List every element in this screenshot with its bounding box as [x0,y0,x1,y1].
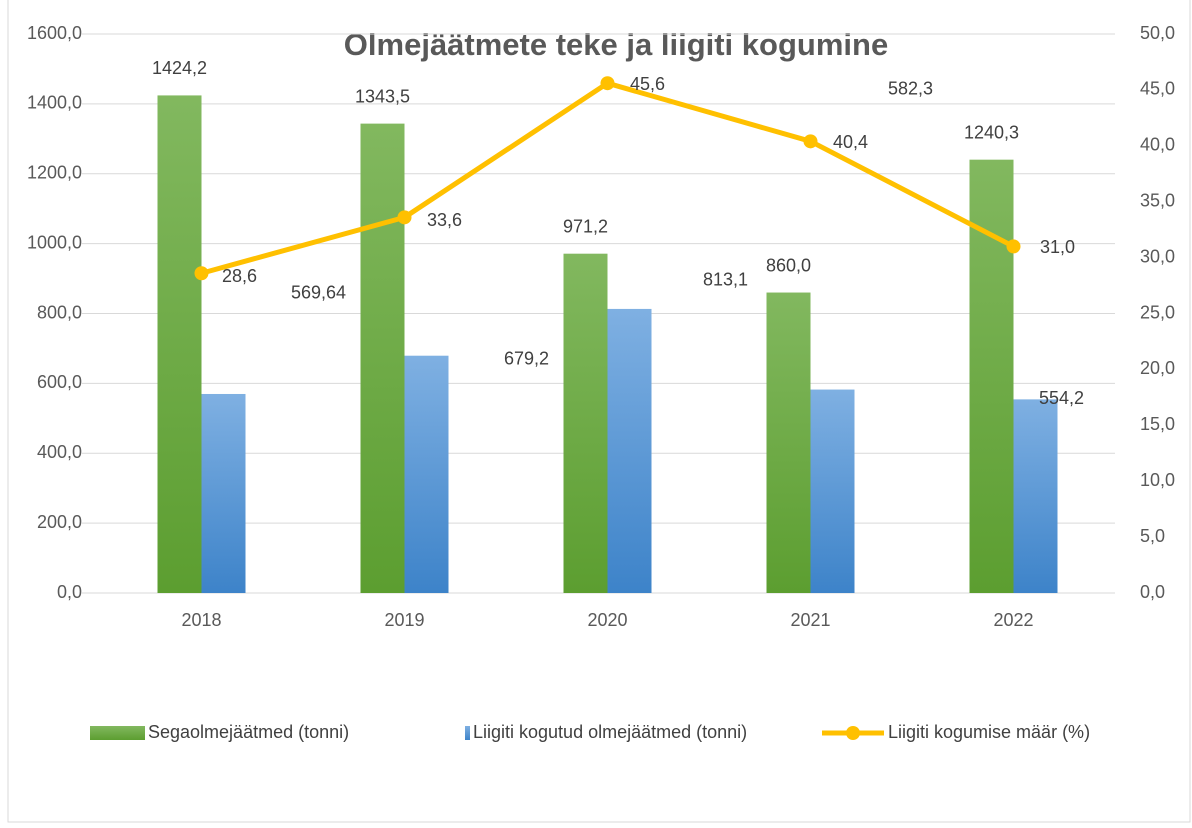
legend-swatch [465,726,470,740]
bar [404,355,449,593]
y2-tick-label: 40,0 [1140,135,1175,155]
data-label: 569,64 [291,283,346,303]
data-label: 1424,2 [152,58,207,78]
data-label: 971,2 [563,216,608,236]
legend-swatch [846,726,860,740]
y2-tick-label: 20,0 [1140,358,1175,378]
bar [563,253,608,593]
x-tick-label: 2019 [384,610,424,630]
chart-title: Olmejäätmete teke ja liigiti kogumine [344,27,888,62]
y-tick-label: 400,0 [37,442,82,462]
y-tick-label: 1600,0 [27,23,82,43]
legend-label: Segaolmejäätmed (tonni) [148,722,349,742]
bar [360,123,405,593]
y2-tick-label: 45,0 [1140,79,1175,99]
line-marker [194,266,209,281]
y2-tick-label: 0,0 [1140,582,1165,602]
y-tick-label: 800,0 [37,302,82,322]
line-marker [1006,239,1021,254]
line-marker [803,134,818,149]
y2-tick-label: 30,0 [1140,246,1175,266]
data-label: 33,6 [427,210,462,230]
data-label: 813,1 [703,270,748,290]
data-label: 860,0 [766,255,811,275]
legend-label: Liigiti kogumise määr (%) [888,722,1090,742]
y-tick-label: 200,0 [37,512,82,532]
data-label: 40,4 [833,132,868,152]
line-marker [397,210,412,225]
y-tick-label: 600,0 [37,372,82,392]
bar [1013,399,1058,593]
data-label: 1240,3 [964,122,1019,142]
y-tick-label: 1000,0 [27,232,82,252]
bar [157,95,202,593]
data-label: 582,3 [888,78,933,98]
y-tick-label: 1200,0 [27,163,82,183]
data-label: 45,6 [630,74,665,94]
y2-tick-label: 15,0 [1140,414,1175,434]
bar [766,292,811,593]
data-label: 28,6 [222,266,257,286]
line [200,80,1015,276]
chart-border [7,0,1191,823]
y-tick-label: 1400,0 [27,93,82,113]
bar [969,159,1014,594]
x-tick-label: 2021 [790,610,830,630]
x-tick-label: 2022 [993,610,1033,630]
y2-tick-label: 10,0 [1140,470,1175,490]
data-label: 679,2 [504,348,549,368]
x-tick-label: 2018 [181,610,221,630]
bar [607,308,652,593]
y2-tick-label: 50,0 [1140,23,1175,43]
x-tick-label: 2020 [587,610,627,630]
legend-label: Liigiti kogutud olmejäätmed (tonni) [473,722,747,742]
legend-swatch [90,726,145,740]
bar [201,393,246,593]
y2-tick-label: 5,0 [1140,526,1165,546]
bar [810,389,855,593]
y-tick-label: 0,0 [57,582,82,602]
y2-tick-label: 25,0 [1140,302,1175,322]
data-label: 31,0 [1040,237,1075,257]
y2-tick-label: 35,0 [1140,190,1175,210]
data-label: 1343,5 [355,86,410,106]
line-marker [600,76,615,91]
data-label: 554,2 [1039,388,1084,408]
